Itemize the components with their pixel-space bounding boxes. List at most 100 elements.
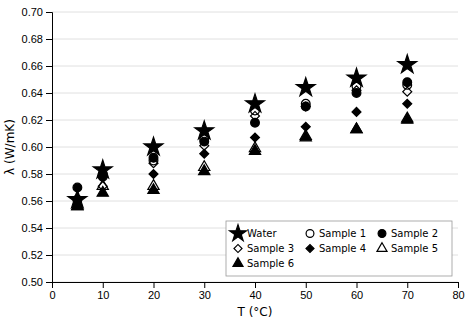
tick-mark [306, 282, 307, 288]
point [149, 153, 158, 162]
tick-mark [46, 282, 52, 283]
point [296, 78, 315, 96]
legend-label: Sample 6 [247, 258, 294, 269]
legend-label: Sample 1 [319, 228, 366, 239]
point [200, 149, 209, 158]
point [72, 200, 83, 210]
legend-item: Sample 4 [306, 243, 366, 254]
tick: 0.58 [22, 168, 52, 180]
tick-mark [46, 12, 52, 13]
tick: 0 [49, 282, 55, 301]
tick: 0.50 [22, 276, 52, 288]
legend-item: Sample 6 [233, 258, 294, 269]
point [352, 107, 361, 116]
tick-mark [46, 255, 52, 256]
point [251, 106, 260, 115]
tick-mark [103, 282, 104, 288]
y-axis-title: λ (W/mK) [3, 119, 17, 175]
point [97, 186, 108, 196]
point [301, 102, 310, 111]
tick: 70 [402, 282, 414, 301]
point [398, 55, 417, 73]
series [73, 78, 412, 192]
point [352, 86, 361, 95]
series [72, 113, 413, 209]
point [300, 131, 311, 141]
grid-line [52, 39, 458, 40]
legend-label: Sample 2 [391, 228, 438, 239]
point [251, 111, 260, 120]
grid-line [52, 174, 458, 175]
tick-label: 0.54 [22, 222, 43, 234]
tick: 20 [148, 282, 160, 301]
tick-mark [458, 282, 459, 288]
tick-mark [357, 282, 358, 288]
tick-label: 20 [148, 289, 160, 301]
x-axis: 01020304050607080 [49, 282, 464, 301]
tick-label: 0.56 [22, 195, 43, 207]
tick-label: 0.64 [22, 87, 43, 99]
point [72, 200, 83, 210]
legend-label: Sample 4 [319, 243, 366, 254]
tick: 0.62 [22, 114, 52, 126]
tick-mark [255, 282, 256, 288]
legend-symbol [378, 230, 386, 238]
tick-label: 10 [97, 289, 109, 301]
tick-label: 40 [249, 289, 261, 301]
point [73, 183, 82, 192]
point [402, 113, 413, 123]
grid-line [52, 201, 458, 202]
point [199, 165, 210, 175]
chart: 010203040506070800.500.520.540.560.580.6… [0, 0, 474, 322]
tick: 0.64 [22, 87, 52, 99]
legend-symbol [233, 258, 243, 267]
plot: 010203040506070800.500.520.540.560.580.6… [22, 6, 465, 301]
axis-line [53, 283, 459, 289]
point [351, 123, 362, 133]
series [73, 86, 412, 203]
legend-symbol [306, 230, 314, 238]
tick: 0.54 [22, 222, 52, 234]
tick-mark [154, 282, 155, 288]
points [68, 55, 417, 210]
tick-label: 0.66 [22, 60, 43, 72]
tick: 0.60 [22, 141, 52, 153]
legend-item: Sample 5 [377, 243, 438, 254]
point [301, 102, 310, 111]
tick-label: 70 [402, 289, 414, 301]
tick-label: 80 [452, 289, 464, 301]
tick-label: 50 [300, 289, 312, 301]
legend-item: Sample 3 [234, 243, 294, 254]
tick: 0.56 [22, 195, 52, 207]
legend-symbol [306, 245, 314, 253]
tick-mark [46, 93, 52, 94]
legend-item: Sample 2 [378, 228, 438, 239]
tick-mark [407, 282, 408, 288]
tick-label: 0.68 [22, 33, 43, 45]
point [403, 87, 412, 96]
point [403, 99, 412, 108]
legend-symbol [234, 245, 242, 253]
y-axis: 0.500.520.540.560.580.600.620.640.660.68… [22, 6, 53, 288]
tick: 40 [249, 282, 261, 301]
series [73, 99, 412, 202]
legend-label: Water [247, 228, 277, 239]
axis-line [46, 13, 53, 283]
legend-label: Sample 5 [391, 243, 438, 254]
series [72, 112, 413, 210]
point [149, 159, 158, 168]
tick-label: 30 [199, 289, 211, 301]
legend-symbol [377, 243, 387, 252]
tick: 0.70 [22, 6, 52, 18]
grid-line [52, 66, 458, 67]
tick-label: 0.62 [22, 114, 43, 126]
point [249, 145, 260, 155]
legend-item: Sample 1 [306, 228, 366, 239]
legend: Water Sample 1 Sample 2 Sample 3 Sample 4 Sam… [226, 221, 452, 276]
point [246, 94, 265, 112]
point [148, 184, 159, 194]
point [195, 121, 214, 139]
grid [52, 12, 458, 282]
tick-mark [46, 228, 52, 229]
tick: 0.68 [22, 33, 52, 45]
